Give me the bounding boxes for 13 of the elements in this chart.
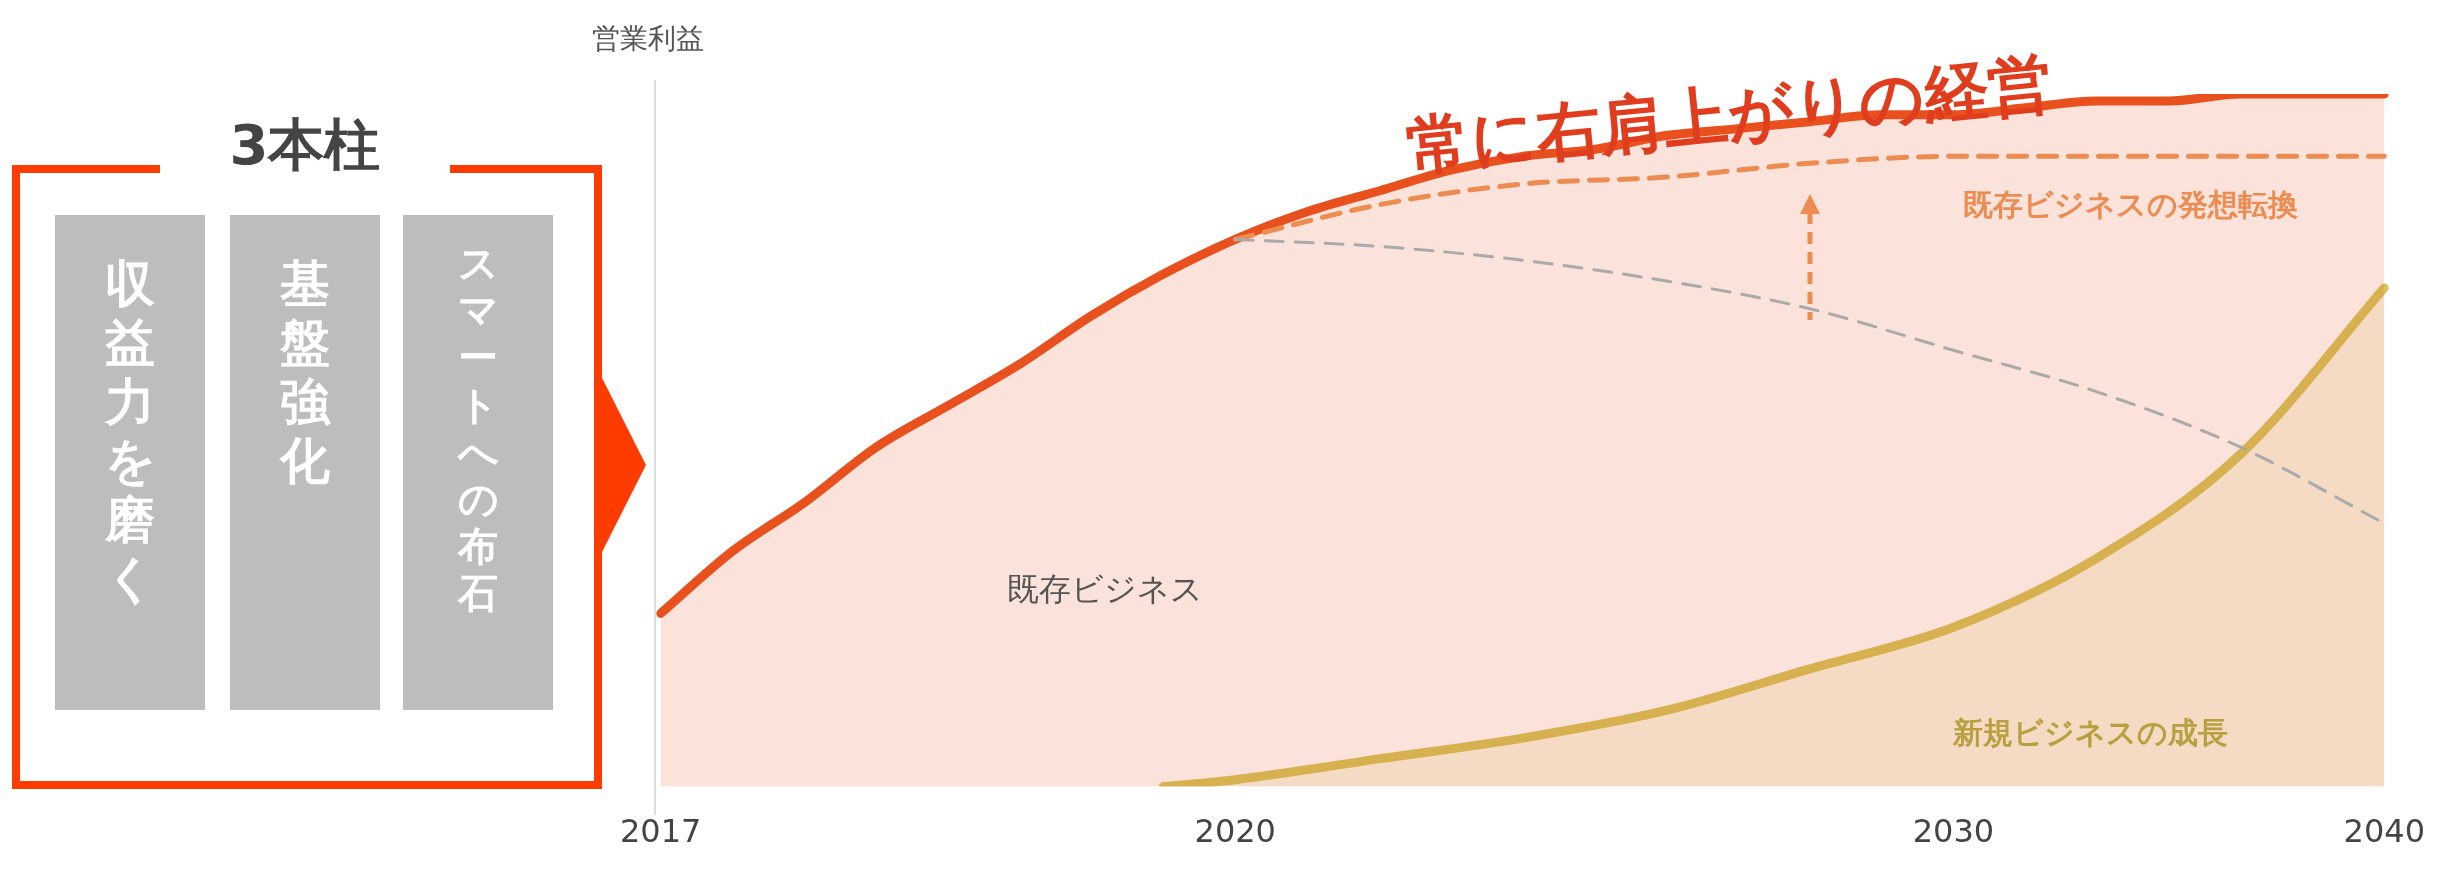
series-label: 既存ビジネスの発想転換 [1962, 186, 2298, 222]
annotation: 既存ビジネス [1007, 570, 1203, 609]
text: 収益力を磨く [103, 255, 157, 609]
text: 常に右肩上がりの経営 [1403, 45, 2056, 184]
text: スマートへの布石 [456, 240, 500, 618]
series-label: 新規ビジネスの成長 [1951, 714, 2228, 750]
x-tick-label: 2020 [1194, 812, 1276, 851]
text: 3本柱 [160, 105, 450, 185]
x-tick-label: 2017 [620, 812, 702, 851]
x-tick-label: 2030 [1912, 812, 1995, 851]
y-axis-title: 営業利益 [592, 21, 704, 57]
x-tick-label: 2040 [2343, 812, 2425, 851]
text: 基盤強化 [278, 255, 332, 491]
